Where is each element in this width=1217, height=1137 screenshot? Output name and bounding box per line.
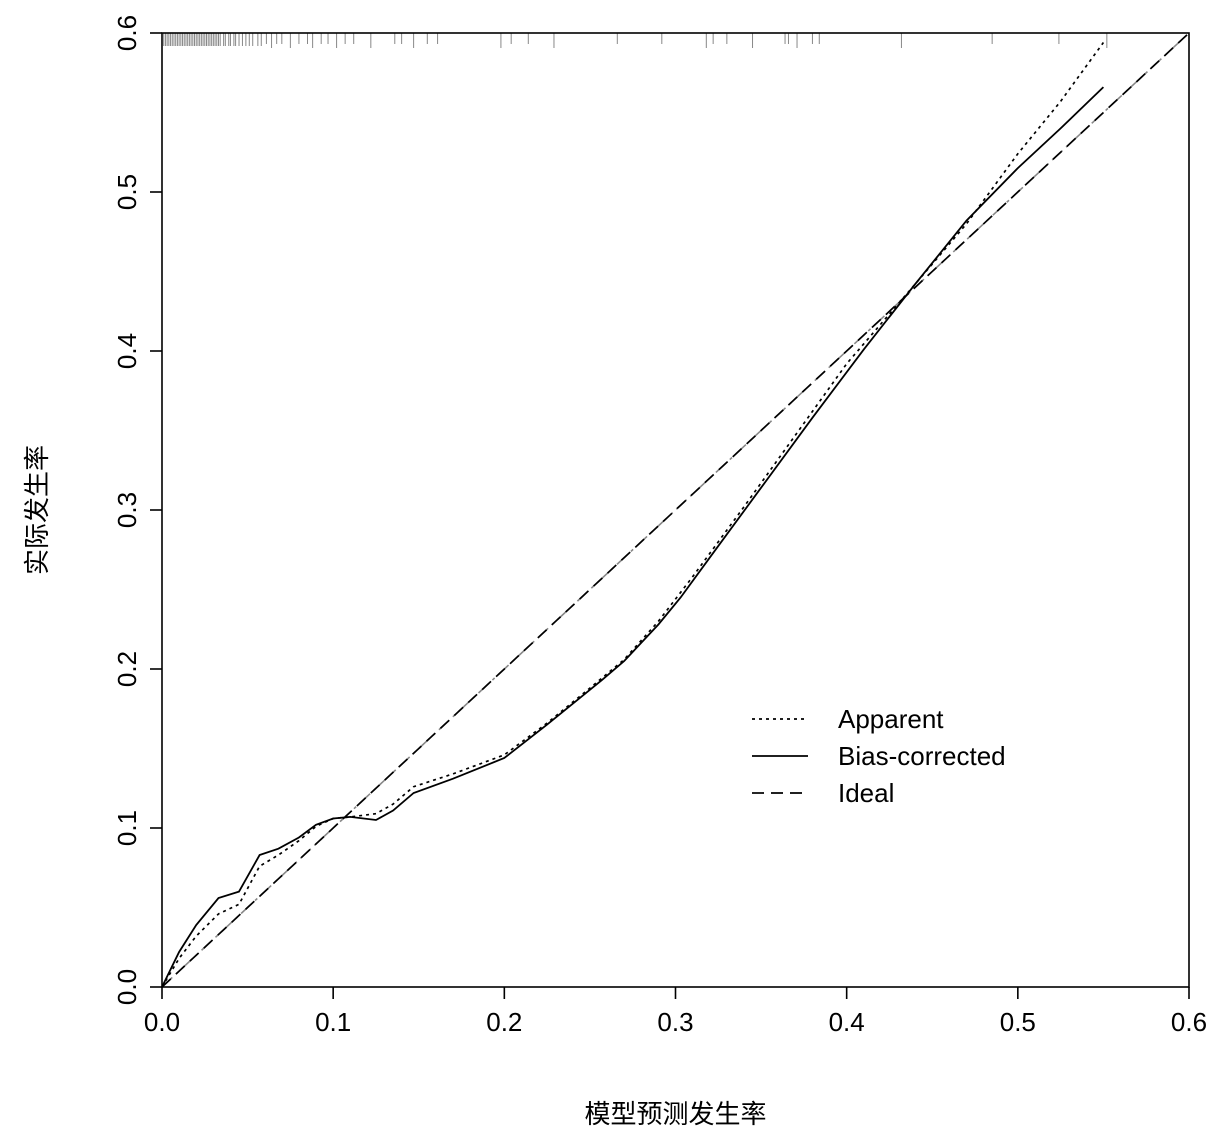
y-tick-label: 0.0 [112,969,142,1005]
legend-label: Ideal [838,778,894,808]
x-axis: 0.0 0.1 0.2 0.3 0.4 0.5 0.6 [144,987,1207,1037]
y-axis-title: 实际发生率 [23,445,53,575]
series-line-bias-corrected [161,86,1105,988]
y-tick-label: 0.5 [112,174,142,210]
series-line-apparent [161,42,1105,988]
y-axis: 0.0 0.1 0.2 0.3 0.4 0.5 0.6 [112,15,162,1005]
x-axis-title: 模型预测发生率 [584,1100,766,1130]
x-tick-label: 0.0 [144,1007,180,1037]
y-tick-label: 0.6 [112,15,142,51]
x-tick-label: 0.4 [829,1007,865,1037]
y-tick-label: 0.1 [112,810,142,846]
legend: Apparent Bias-corrected Ideal [752,704,1006,808]
series-line-ideal [161,32,1190,988]
x-tick-label: 0.1 [315,1007,351,1037]
series-layer [161,32,1190,988]
legend-label: Bias-corrected [838,741,1006,771]
y-tick-label: 0.4 [112,333,142,369]
x-tick-label: 0.6 [1171,1007,1207,1037]
x-tick-label: 0.2 [486,1007,522,1037]
y-tick-label: 0.2 [112,651,142,687]
legend-label: Apparent [838,704,944,734]
y-tick-label: 0.3 [112,492,142,528]
x-tick-label: 0.3 [657,1007,693,1037]
rug-marks [163,33,1108,48]
x-tick-label: 0.5 [1000,1007,1036,1037]
